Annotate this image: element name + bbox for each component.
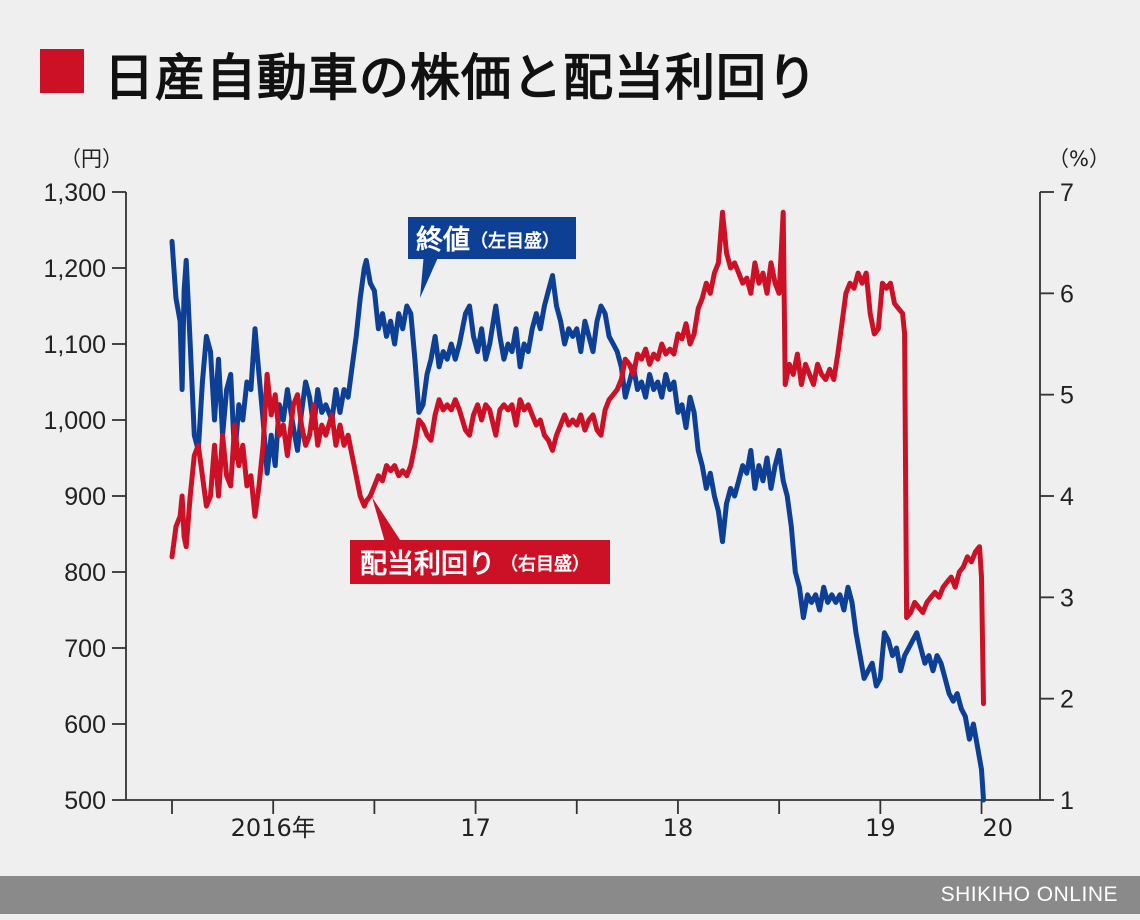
- right-tick-label: 1: [1060, 787, 1074, 815]
- right-tick-label: 4: [1060, 483, 1074, 511]
- right-unit-label: （%）: [1048, 147, 1110, 171]
- footer-bar: SHIKIHO ONLINE: [0, 876, 1140, 914]
- left-tick-label: 500: [64, 787, 106, 815]
- dividend-yield-line: [169, 209, 986, 707]
- left-ticks: 500 600 700 800 900 1,000 1,100 1,200 1,300: [43, 179, 126, 815]
- right-tick-label: 5: [1060, 382, 1074, 410]
- x-tick-label: 19: [865, 814, 896, 842]
- yield-callout-label: 配当利回り: [360, 549, 495, 580]
- yield-callout-pointer: [372, 497, 404, 546]
- right-ticks: 1 2 3 4 5 6 7: [1040, 179, 1074, 815]
- right-tick-label: 3: [1060, 584, 1074, 612]
- x-tick-label: 2016年: [231, 814, 316, 842]
- title-marker: [40, 49, 84, 93]
- right-tick-label: 2: [1060, 686, 1074, 714]
- left-unit-label: （円）: [60, 147, 123, 171]
- left-tick-label: 1,300: [43, 179, 106, 207]
- close-callout: 終値 （左目盛）: [408, 217, 576, 298]
- close-callout-pointer: [420, 253, 440, 298]
- close-callout-label: 終値: [416, 224, 470, 256]
- chart-title: 日産自動車の株価と配当利回り: [104, 49, 818, 107]
- x-tick-label: 18: [663, 814, 694, 842]
- left-tick-label: 800: [64, 559, 106, 587]
- x-tick-label: 20: [982, 814, 1013, 842]
- series-layer: [169, 209, 986, 803]
- close-price-line: [169, 238, 986, 803]
- close-callout-box: [408, 217, 576, 259]
- left-tick-label: 900: [64, 483, 106, 511]
- yield-callout-sublabel: （右目盛）: [500, 553, 590, 575]
- chart: （円） （%） 500 600 700 800 900 1,000 1,100 1,200 1,…: [43, 147, 1110, 842]
- left-tick-label: 600: [64, 711, 106, 739]
- footer-credit: SHIKIHO ONLINE: [940, 883, 1118, 906]
- right-tick-label: 7: [1060, 179, 1074, 207]
- x-ticks: 2016年 17 18 19 20: [171, 800, 1013, 842]
- x-tick-label: 17: [460, 814, 491, 842]
- left-tick-label: 1,000: [43, 407, 106, 435]
- axes: （円） （%）: [60, 147, 1110, 801]
- right-tick-label: 6: [1060, 280, 1074, 308]
- left-tick-label: 1,100: [43, 331, 106, 359]
- yield-callout-box: [350, 540, 610, 584]
- left-tick-label: 700: [64, 635, 106, 663]
- close-callout-sublabel: （左目盛）: [470, 230, 560, 252]
- left-tick-label: 1,200: [43, 255, 106, 283]
- yield-callout: 配当利回り （右目盛）: [350, 497, 610, 584]
